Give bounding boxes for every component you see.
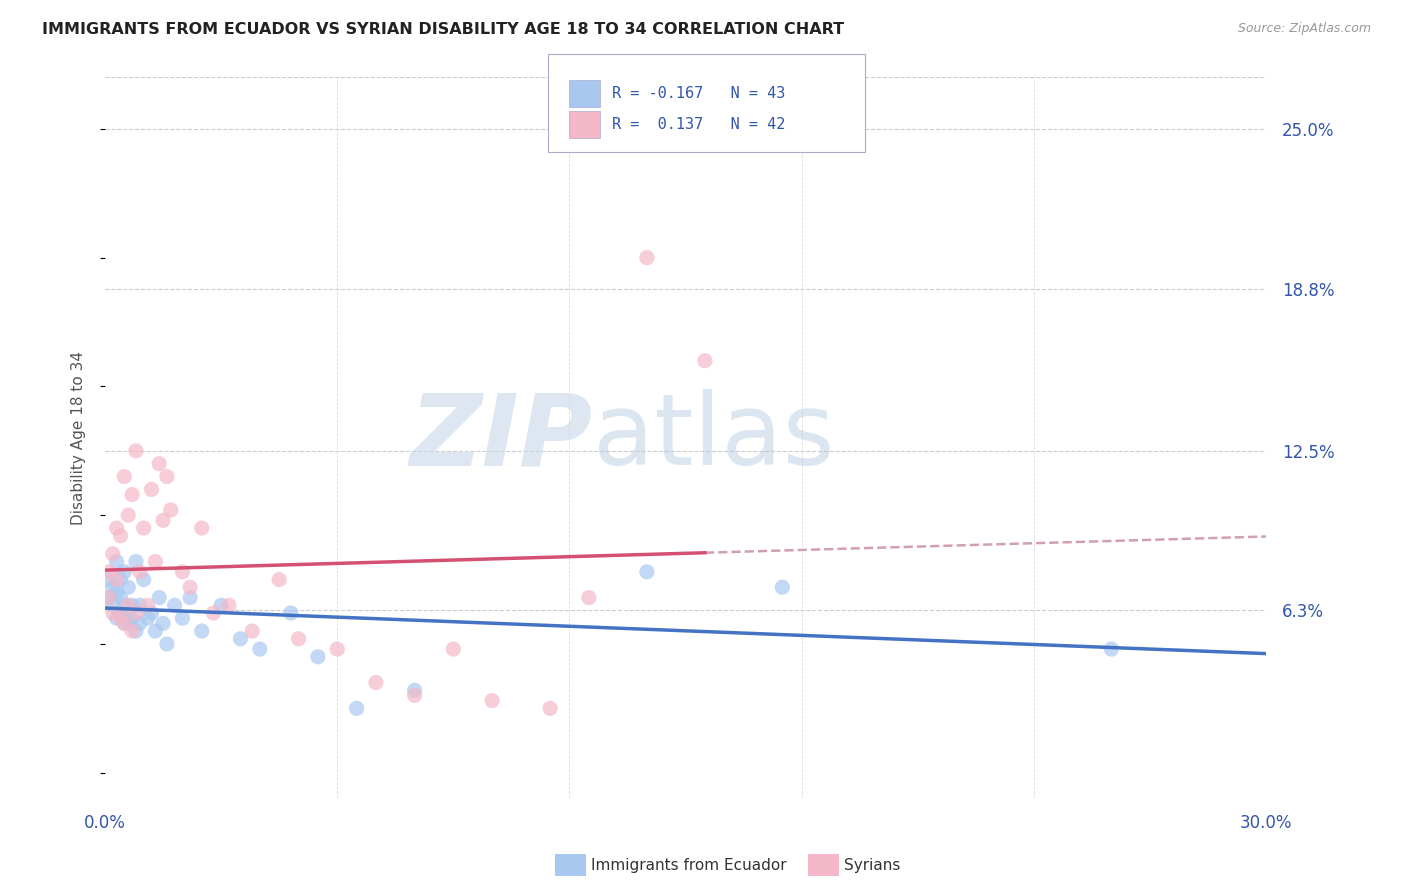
Text: ZIP: ZIP [409,390,593,486]
Point [364,675,387,690]
Point [636,251,658,265]
Point [346,701,368,715]
Point [1099,642,1122,657]
Text: R = -0.167   N = 43: R = -0.167 N = 43 [612,87,785,101]
Point [404,689,426,703]
Point [141,483,163,497]
Point [112,469,135,483]
Point [112,616,135,631]
Point [240,624,263,638]
Point [121,611,143,625]
Point [249,642,271,657]
Point [404,683,426,698]
Point [110,591,132,605]
Point [121,487,143,501]
Point [117,606,139,620]
Point [128,565,150,579]
Point [101,580,124,594]
Point [105,585,128,599]
Point [190,521,212,535]
Point [112,565,135,579]
Point [125,606,148,620]
Point [636,565,658,579]
Point [209,599,232,613]
Point [307,649,329,664]
Point [141,606,163,620]
Point [287,632,309,646]
Point [125,443,148,458]
Point [190,624,212,638]
Point [269,573,291,587]
Point [156,469,179,483]
Point [280,606,302,620]
Y-axis label: Disability Age 18 to 34: Disability Age 18 to 34 [72,351,86,524]
Point [481,693,503,707]
Point [101,606,124,620]
Text: R =  0.137   N = 42: R = 0.137 N = 42 [612,118,785,132]
Point [128,599,150,613]
Point [326,642,349,657]
Point [110,573,132,587]
Text: Syrians: Syrians [844,858,900,872]
Point [121,599,143,613]
Point [125,555,148,569]
Point [97,591,120,605]
Point [97,591,120,605]
Point [112,599,135,613]
Point [578,591,600,605]
Point [101,547,124,561]
Point [110,611,132,625]
Point [101,599,124,613]
Point [156,637,179,651]
Point [105,611,128,625]
Point [117,599,139,613]
Point [172,565,194,579]
Text: Source: ZipAtlas.com: Source: ZipAtlas.com [1237,22,1371,36]
Point [112,616,135,631]
Text: atlas: atlas [593,390,834,486]
Point [148,457,170,471]
Point [97,573,120,587]
Point [105,573,128,587]
Point [105,555,128,569]
Point [132,521,155,535]
Point [136,599,159,613]
Point [97,565,120,579]
Point [152,616,174,631]
Point [143,624,166,638]
Point [770,580,793,594]
Point [128,616,150,631]
Point [159,503,181,517]
Point [693,353,716,368]
Point [110,529,132,543]
Point [229,632,252,646]
Point [179,580,201,594]
Point [163,599,186,613]
Point [143,555,166,569]
Point [125,624,148,638]
Point [218,599,240,613]
Point [117,616,139,631]
Point [179,591,201,605]
Point [441,642,464,657]
Text: IMMIGRANTS FROM ECUADOR VS SYRIAN DISABILITY AGE 18 TO 34 CORRELATION CHART: IMMIGRANTS FROM ECUADOR VS SYRIAN DISABI… [42,22,845,37]
Point [132,573,155,587]
Point [148,591,170,605]
Point [110,606,132,620]
Point [136,611,159,625]
Point [117,508,139,523]
Point [172,611,194,625]
Point [105,521,128,535]
Point [117,580,139,594]
Point [121,624,143,638]
Point [202,606,225,620]
Point [152,513,174,527]
Point [538,701,561,715]
Text: Immigrants from Ecuador: Immigrants from Ecuador [591,858,786,872]
